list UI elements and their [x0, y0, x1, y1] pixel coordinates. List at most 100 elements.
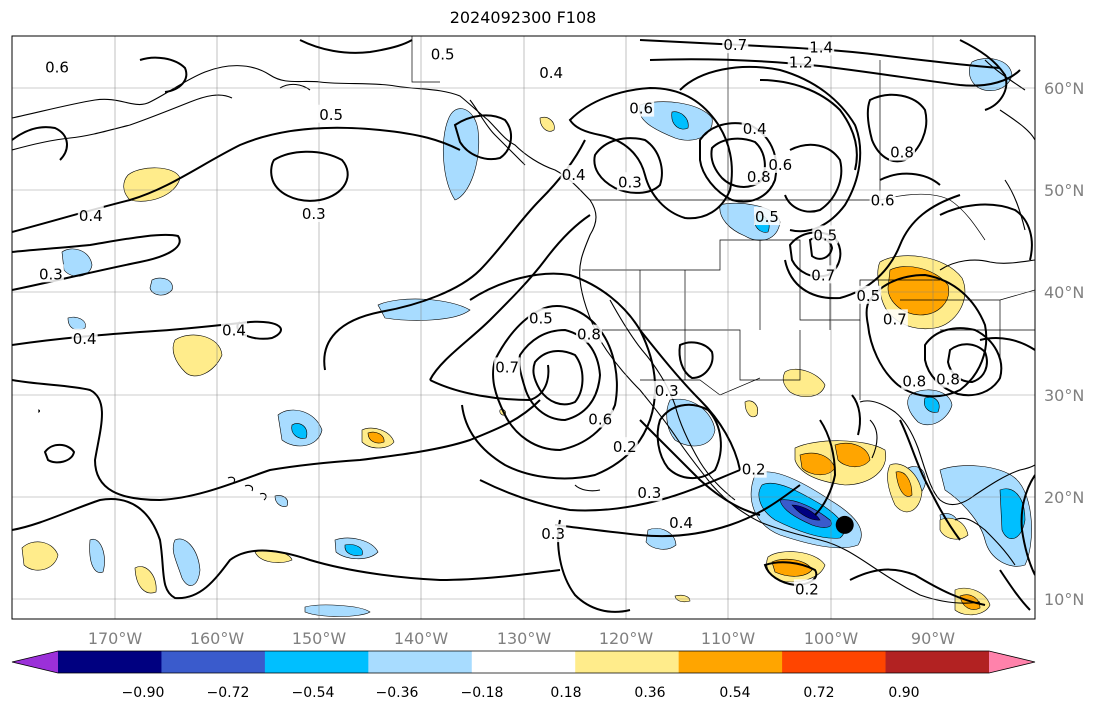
- contour-label-bg: [37, 264, 64, 283]
- colorbar-tick: −0.18: [461, 685, 504, 701]
- contour-label-bg: [540, 524, 567, 543]
- contour-label-bg: [220, 320, 247, 339]
- contour-label-bg: [587, 409, 614, 428]
- colorbar-tick: −0.36: [376, 685, 419, 701]
- lon-tick: 120°W: [599, 629, 654, 648]
- lon-tick: 100°W: [804, 629, 859, 648]
- contour-label-bg: [616, 172, 643, 191]
- contour-label-bg: [812, 225, 839, 244]
- contour-label-bg: [787, 52, 814, 71]
- colorbar-tick: 0.72: [803, 685, 834, 701]
- contour-label: 0.5: [431, 45, 455, 63]
- contour-label-bg: [575, 324, 602, 343]
- contour-label-bg: [71, 328, 98, 347]
- contour-label: 0.5: [813, 226, 837, 244]
- contour-label-bg: [935, 369, 962, 388]
- contour-label: 0.4: [562, 166, 586, 184]
- lat-tick: 60°N: [1044, 79, 1084, 98]
- contour-label-bg: [745, 167, 772, 186]
- lon-tick: 110°W: [701, 629, 756, 648]
- lon-tick: 160°W: [190, 629, 245, 648]
- contour-label-bg: [636, 483, 663, 502]
- contour-label: 0.2: [613, 438, 637, 456]
- contour-label-bg: [318, 104, 345, 123]
- contour-label: 0.2: [742, 461, 766, 479]
- contour-label: 0.4: [539, 64, 563, 82]
- contour-label: 0.7: [723, 36, 747, 54]
- colorbar-tick: 0.90: [888, 685, 919, 701]
- colorbar-extend-low: [12, 651, 58, 673]
- contour-label: 0.4: [669, 514, 693, 532]
- map-background: [12, 36, 1035, 619]
- lat-tick: 50°N: [1044, 181, 1084, 200]
- contour-label-bg: [869, 190, 896, 209]
- colorbar-segment: [471, 651, 576, 673]
- colorbar-tick: −0.90: [122, 685, 165, 701]
- contour-label: 0.8: [747, 168, 771, 186]
- contour-label-bg: [668, 512, 695, 531]
- colorbar-segment: [782, 651, 887, 673]
- contour-label-bg: [741, 119, 768, 138]
- contour-label: 0.3: [618, 173, 642, 191]
- location-marker: [835, 515, 854, 534]
- contour-label: 0.3: [655, 382, 679, 400]
- contour-label: 0.3: [637, 484, 661, 502]
- lat-tick: 40°N: [1044, 283, 1084, 302]
- lon-tick: 170°W: [88, 629, 143, 648]
- contour-label: 0.6: [629, 100, 653, 118]
- lat-tick: 10°N: [1044, 590, 1084, 609]
- contour-label-bg: [855, 285, 882, 304]
- colorbar-segment: [368, 651, 473, 673]
- contour-label: 0.8: [577, 326, 601, 344]
- contour-label: 0.8: [936, 371, 960, 389]
- contour-label-bg: [628, 98, 655, 117]
- colorbar-outline: [11, 650, 1036, 674]
- contour-label: 1.2: [789, 54, 813, 72]
- map-title: 2024092300 F108: [449, 8, 597, 27]
- contour-label: 0.4: [743, 120, 767, 138]
- contour-label-bg: [740, 459, 767, 478]
- contour-label-bg: [767, 154, 794, 173]
- contour-label-bg: [611, 437, 638, 456]
- contour-label-bg: [77, 206, 104, 225]
- contour-lines: [12, 39, 1035, 613]
- contour-label-bg: [494, 357, 521, 376]
- colorbar-segment: [678, 651, 783, 673]
- contour-label-bg: [881, 309, 908, 328]
- lon-tick: 90°W: [911, 629, 955, 648]
- colorbar-segment: [575, 651, 680, 673]
- contour-label: 0.6: [588, 411, 612, 429]
- contour-label: 0.7: [811, 266, 835, 284]
- positive-anomaly-shading: [21, 117, 991, 616]
- contour-label-bg: [808, 37, 835, 56]
- colorbar-segment: [885, 651, 990, 673]
- contour-label: 0.5: [319, 106, 343, 124]
- lat-tick: 30°N: [1044, 386, 1084, 405]
- contour-label: 0.5: [856, 287, 880, 305]
- colorbar-ticks: −0.90 −0.72 −0.54 −0.36 −0.18 0.18 0.36 …: [122, 685, 920, 701]
- colorbar-segment: [161, 651, 266, 673]
- contour-label: 0.3: [302, 205, 326, 223]
- contour-label-bg: [560, 165, 587, 184]
- contour-label: 0.4: [73, 330, 97, 348]
- contour-label-bg: [429, 44, 456, 63]
- contour-label-bg: [653, 380, 680, 399]
- contour-label: 0.6: [768, 156, 792, 174]
- contour-label-bg: [901, 371, 928, 390]
- contour-label-bg: [722, 36, 749, 54]
- map-frame: [11, 35, 1036, 620]
- contour-label: 0.3: [541, 525, 565, 543]
- lon-tick: 130°W: [497, 629, 552, 648]
- colorbar-tick: 0.18: [550, 685, 581, 701]
- contour-label: 0.4: [79, 207, 103, 225]
- contour-label: 0.7: [495, 358, 519, 376]
- lat-tick: 20°N: [1044, 488, 1084, 507]
- colorbar-tick: −0.72: [207, 685, 250, 701]
- contour-label: 0.8: [902, 373, 926, 391]
- contour-label: 0.5: [755, 208, 779, 226]
- colorbar-tick: −0.54: [292, 685, 335, 701]
- contour-label: 0.6: [871, 192, 895, 210]
- contour-label-bg: [300, 203, 327, 222]
- contour-label: 0.7: [883, 310, 907, 328]
